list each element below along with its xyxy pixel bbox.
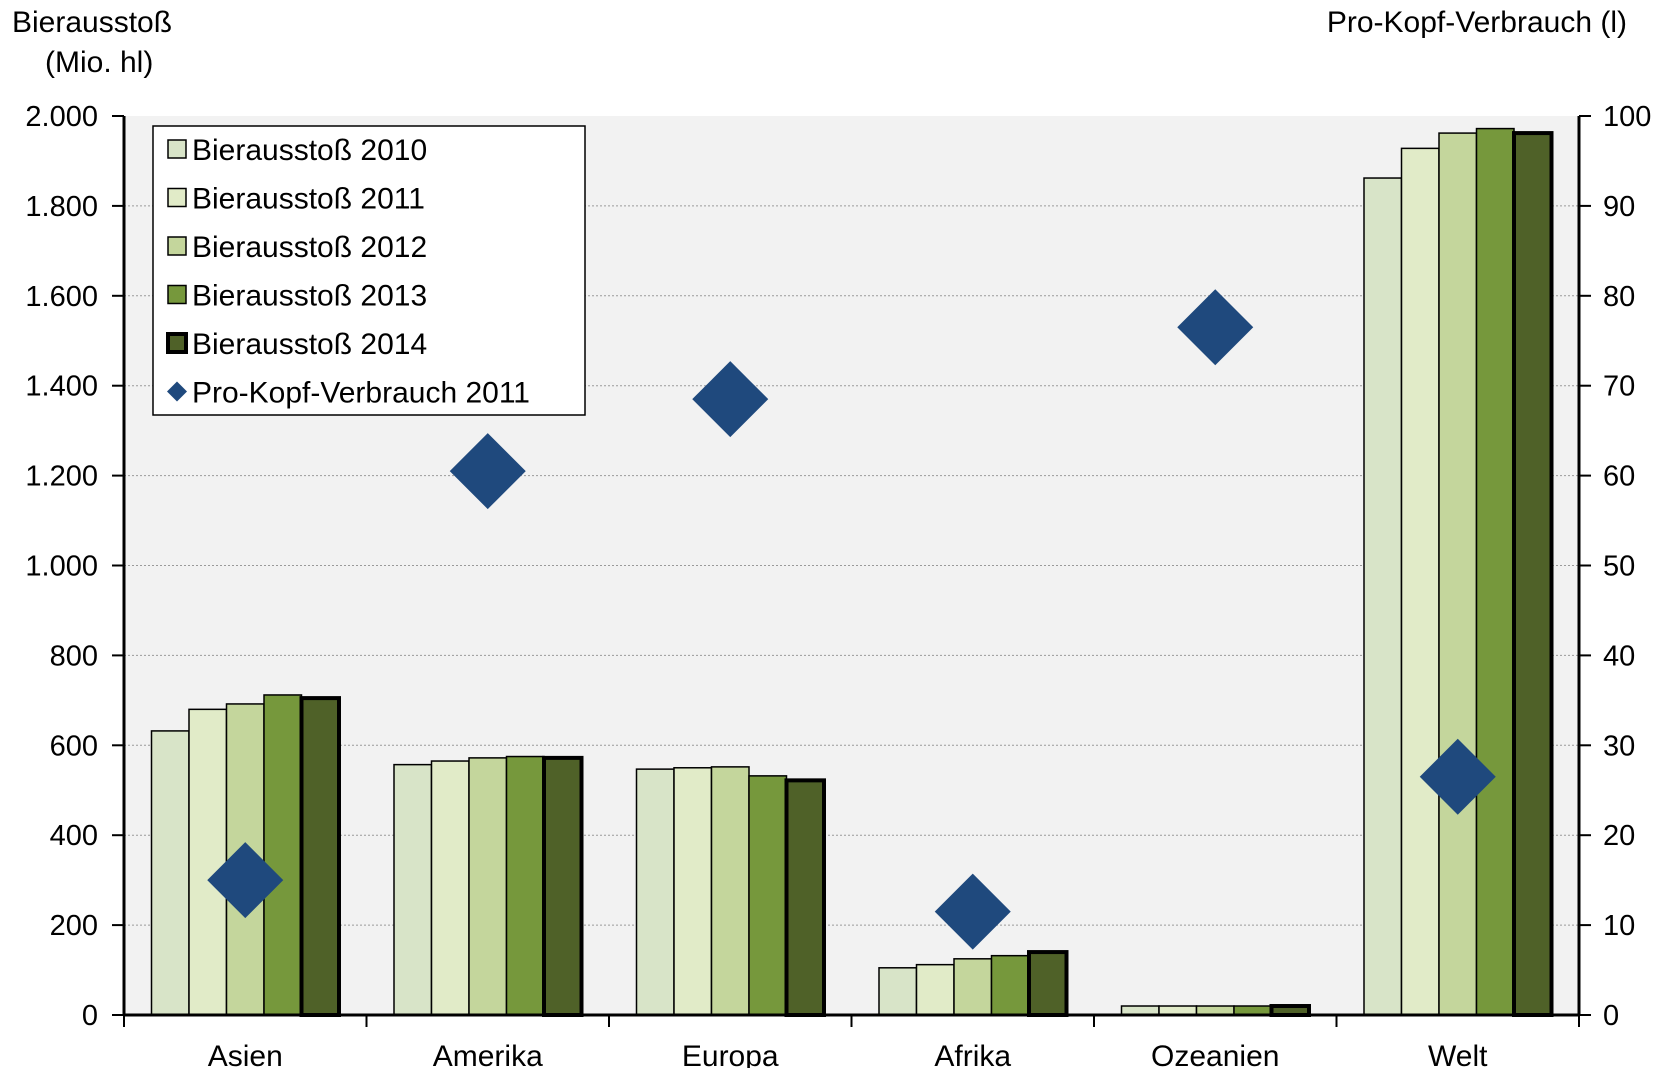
right-tick-label: 60 <box>1603 461 1635 493</box>
bar <box>990 954 1030 1016</box>
legend-entry: Bierausstoß 2012 <box>192 231 427 264</box>
bar <box>1027 950 1069 1018</box>
legend-swatch <box>167 139 187 159</box>
axes: 0 0 200 10 400 20 600 30 800 40 1.000 50 1.200 60 1.40… <box>25 101 1651 1073</box>
x-tick-label: Welt <box>1428 1040 1488 1068</box>
bar <box>430 760 470 1016</box>
bar <box>263 694 303 1016</box>
bar <box>878 967 918 1016</box>
right-tick-label: 0 <box>1603 1000 1619 1032</box>
right-tick-label: 80 <box>1603 281 1635 313</box>
x-tick-label: Asien <box>208 1040 283 1068</box>
left-tick-label: 200 <box>50 910 98 942</box>
left-tick-label: 1.600 <box>25 281 98 313</box>
legend-swatch <box>167 381 187 402</box>
right-tick-label: 10 <box>1603 910 1635 942</box>
bar <box>673 767 713 1016</box>
bar <box>710 766 750 1016</box>
right-tick-label: 100 <box>1603 101 1651 133</box>
legend: Bierausstoß 2010 Bierausstoß 2011 Bierauss… <box>152 125 586 416</box>
legend-entry: Bierausstoß 2010 <box>192 134 427 167</box>
bar <box>542 755 584 1017</box>
bar <box>1363 177 1403 1016</box>
scatter-point <box>1419 738 1496 815</box>
left-tick-label: 1.800 <box>25 191 98 223</box>
scatter-point <box>449 433 526 510</box>
legend-box <box>152 125 586 416</box>
bar <box>505 755 545 1016</box>
left-tick-label: 1.000 <box>25 551 98 583</box>
legend-entry: Bierausstoß 2013 <box>192 280 427 313</box>
right-tick-label: 70 <box>1603 371 1635 403</box>
x-tick-label: Ozeanien <box>1151 1040 1279 1068</box>
x-tick-label: Amerika <box>433 1040 543 1068</box>
bar <box>635 768 675 1016</box>
bar <box>468 757 508 1016</box>
bar <box>915 963 955 1016</box>
bar <box>1475 127 1515 1016</box>
left-tick-label: 600 <box>50 730 98 762</box>
left-tick-label: 400 <box>50 820 98 852</box>
scatter-point <box>1177 289 1254 366</box>
legend-swatch <box>167 284 187 305</box>
left-tick-label: 800 <box>50 640 98 672</box>
left-tick-label: 0 <box>82 1000 98 1032</box>
right-tick-label: 30 <box>1603 730 1635 762</box>
bar <box>1400 147 1440 1016</box>
legend-swatch <box>166 332 188 354</box>
bar <box>1512 131 1554 1017</box>
bar <box>393 763 433 1016</box>
legend-entry: Bierausstoß 2014 <box>192 328 427 361</box>
legend-entry: Bierausstoß 2011 <box>192 183 425 216</box>
x-tick-label: Europa <box>682 1040 779 1068</box>
legend-swatch <box>167 187 187 208</box>
right-tick-label: 50 <box>1603 551 1635 583</box>
bar <box>299 696 341 1017</box>
left-tick-label: 1.200 <box>25 461 98 493</box>
legend-swatch <box>167 236 187 256</box>
bar <box>1438 132 1478 1016</box>
scatter-point <box>207 842 284 919</box>
left-axis-title-line2: (Mio. hl) <box>45 46 153 79</box>
grid-lines <box>124 205 1579 926</box>
legend-entry: Pro-Kopf-Verbrauch 2011 <box>192 377 530 410</box>
left-tick-label: 1.400 <box>25 371 98 403</box>
bars <box>150 127 1554 1018</box>
bar <box>150 730 190 1016</box>
right-tick-label: 40 <box>1603 640 1635 672</box>
x-tick-label: Afrika <box>934 1040 1011 1068</box>
right-tick-label: 90 <box>1603 191 1635 223</box>
bar <box>748 775 788 1016</box>
bar <box>784 778 826 1018</box>
scatter-point <box>692 361 769 438</box>
scatter-markers <box>207 289 1496 950</box>
bar <box>188 708 228 1016</box>
right-tick-label: 20 <box>1603 820 1635 852</box>
scatter-point <box>934 873 1011 950</box>
bar <box>953 958 993 1016</box>
right-axis-title: Pro-Kopf-Verbrauch (l) <box>1327 6 1627 39</box>
left-axis-title-line1: Bierausstoß <box>12 6 172 39</box>
left-tick-label: 2.000 <box>25 101 98 133</box>
